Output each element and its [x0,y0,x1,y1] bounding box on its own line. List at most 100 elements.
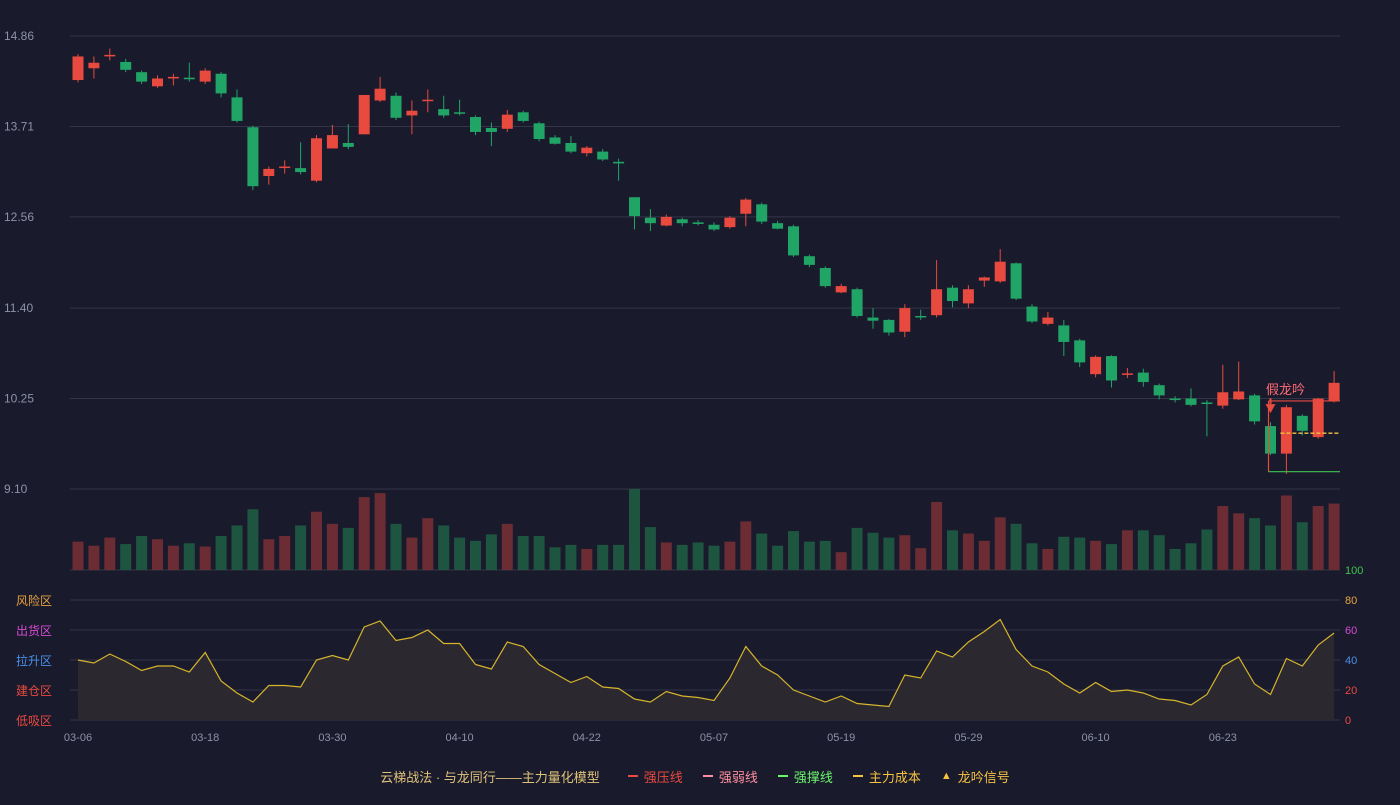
candle-body [565,142,577,152]
indicator-zone-label: 低吸区 [16,714,52,728]
legend-label-pressure: 强压线 [643,769,683,785]
volume-bar [358,497,370,570]
indicator-tick-label: 80 [1345,595,1357,607]
candle-body [183,77,195,80]
volume-bar [1058,536,1070,570]
volume-bar [819,540,831,570]
candle-body [803,256,815,265]
candle-body [342,142,354,147]
volume-bar [1249,518,1261,570]
legend-swatch-strength [702,775,713,777]
indicator-zone-label: 拉升区 [16,653,52,668]
volume-bar [883,537,895,570]
candle-body [644,217,656,224]
candle-body [390,95,402,118]
legend-label-signal: 龙吟信号 [957,769,1010,785]
volume-bar [199,546,211,570]
candle-body [660,216,672,226]
indicator-line [77,618,1335,708]
price-tick-label: 11.40 [4,301,33,315]
volume-bar [1265,525,1276,570]
candle-body [819,268,831,287]
candle-body [835,286,847,293]
candle-body [1249,395,1261,422]
legend-title: 云梯战法 · 与龙同行——主力量化模型 [380,769,600,785]
signal-label: 假龙吟 [1266,382,1305,397]
volume-bar [1217,506,1229,570]
legend-swatch-support [777,775,788,777]
candle-body [788,226,799,256]
candle-body [88,62,100,69]
volume-bar [581,548,593,570]
candle-body [104,54,116,57]
candle-body [629,197,640,217]
volume-bar [326,523,338,570]
candle-body [247,127,259,187]
legend-item-strength: 强弱线 [702,767,758,786]
volume-bar [501,523,513,570]
candle-body [994,261,1006,282]
candle-body [1296,415,1308,431]
candle-body [374,88,386,101]
volume-bar [215,535,227,570]
x-tick-label: 05-19 [827,732,855,744]
candle-body [517,112,529,121]
candle-body [549,137,561,144]
volume-bar [947,530,958,570]
volume-bar [565,544,577,570]
indicator-zone-label: 建仓区 [16,684,52,698]
volume-bar [708,545,720,570]
candle-body [136,72,148,82]
volume-bar [676,544,688,570]
candle-body [1201,402,1213,404]
volume-bar [167,545,179,570]
volume-bar [644,527,656,570]
candle-body [676,219,688,224]
candle-body [915,315,927,318]
volume-bar [788,531,799,570]
volume-bar [1074,537,1086,570]
volume-bar [311,511,322,570]
candle-body [1328,382,1340,401]
volume-bar [851,527,863,570]
candle-body [279,166,291,169]
x-tick-label: 05-29 [954,732,982,744]
candle-body [470,117,481,132]
candle-body [724,217,736,228]
candle-body [867,317,879,321]
volume-bar [915,548,927,570]
price-tick-label: 9.10 [4,482,28,496]
candle-body [215,73,227,94]
candle-body [358,94,370,135]
x-tick-label: 05-07 [700,732,728,744]
candle-body [406,110,418,116]
volume-bar [756,533,768,570]
indicator-tick-label: 0 [1345,715,1351,727]
volume-bar [1312,506,1324,570]
candle-body [899,308,911,332]
indicator-tick-label: 40 [1345,655,1357,667]
volume-bar [533,535,545,570]
candle-body [167,76,179,79]
candle-body [485,128,497,132]
chart-legend: 云梯战法 · 与龙同行——主力量化模型 强压线 强弱线 强撑线 主力成本 ▲ 龙… [0,766,1400,786]
volume-bar [136,535,148,570]
candle-body [199,70,211,82]
price-tick-label: 13.71 [4,119,34,133]
candle-body [263,168,275,176]
legend-swatch-cost [852,775,863,777]
volume-bar [295,525,307,570]
volume-bar [613,544,625,570]
volume-bar [454,537,466,570]
volume-bar [740,521,752,570]
candle-body [1217,392,1229,406]
volume-bar [1137,530,1149,570]
candle-body [72,56,84,81]
volume-bar [231,525,243,570]
volume-bar [1106,544,1117,570]
legend-label-strength: 强弱线 [718,769,758,785]
volume-bar [692,542,704,570]
legend-item-support: 强撑线 [777,767,833,786]
x-tick-label: 03-06 [64,732,92,744]
